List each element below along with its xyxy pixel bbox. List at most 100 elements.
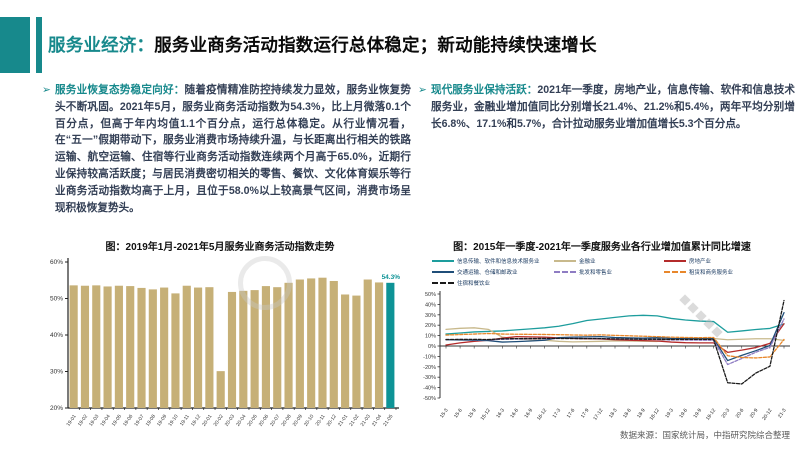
line-chart-legend: 信息传输、软件和信息技术服务业 金融业 房地产业交通运输、仓储和邮政业 批发和零售业 租… (432, 257, 790, 287)
svg-text:19-09: 19-09 (156, 414, 168, 428)
svg-text:19-03: 19-03 (88, 414, 100, 428)
svg-text:20-03: 20-03 (224, 414, 236, 428)
svg-text:19-06: 19-06 (122, 414, 134, 428)
bar-chart-canvas: 60% 50% 40% 30% 20%19-01 19-02 19-03 19-04 19-05… (50, 258, 401, 428)
logo-watermark-ring (238, 256, 292, 310)
svg-text:19-12: 19-12 (705, 408, 717, 422)
legend-line-sample (554, 271, 576, 273)
svg-text:-30%: -30% (423, 375, 436, 381)
svg-text:20-05: 20-05 (247, 414, 259, 428)
svg-text:20-12: 20-12 (326, 414, 338, 428)
page-title: 服务业经济：服务业商务活动指数运行总体稳定；新动能持续快速增长 (48, 17, 597, 73)
svg-text:19-3: 19-3 (664, 408, 675, 420)
svg-text:17-3: 17-3 (552, 408, 563, 420)
svg-text:20-12: 20-12 (761, 408, 773, 422)
page-title-prefix: 服务业经济： (48, 35, 155, 55)
svg-text:60%: 60% (50, 259, 63, 266)
svg-text:16-6: 16-6 (509, 408, 520, 420)
legend-label: 信息传输、软件和信息技术服务业 (457, 259, 540, 265)
line-chart-title: 图：2015年一季度-2021年一季度服务业各行业增加值累计同比增速 (453, 242, 751, 253)
svg-text:20-09: 20-09 (292, 414, 304, 428)
svg-text:16-9: 16-9 (523, 408, 534, 420)
svg-text:20-06: 20-06 (258, 414, 270, 428)
left-paragraph: ➢ 服务业恢复态势稳定向好：随着疫情精准防控持续发力显效，服务业恢复势头不断巩固… (42, 82, 411, 216)
svg-text:21-01: 21-01 (337, 414, 349, 428)
svg-text:15-6: 15-6 (453, 408, 464, 420)
svg-text:21-05: 21-05 (382, 414, 394, 428)
legend-item: 房地产业 (664, 257, 790, 265)
svg-text:17-6: 17-6 (566, 408, 577, 420)
svg-text:20-6: 20-6 (735, 408, 746, 420)
svg-text:21-03: 21-03 (360, 414, 372, 428)
header-accent-block (0, 17, 30, 73)
industry-growth-line-chart: 50% 40% 30% 20% 10% 0% -10% -20% -30% -40% -50% 15-… (418, 286, 795, 434)
svg-text:19-10: 19-10 (167, 414, 179, 428)
svg-text:50%: 50% (50, 296, 63, 303)
svg-text:20-3: 20-3 (721, 408, 732, 420)
svg-text:30%: 30% (425, 313, 436, 319)
legend-line-sample (432, 260, 454, 262)
legend-item: 交通运输、仓储和邮政业 (432, 268, 550, 276)
svg-text:21-04: 21-04 (371, 414, 383, 428)
svg-text:19-9: 19-9 (692, 408, 703, 420)
svg-text:19-01: 19-01 (66, 414, 78, 428)
svg-text:19-02: 19-02 (77, 414, 89, 428)
svg-text:18-6: 18-6 (622, 408, 633, 420)
svg-text:21-02: 21-02 (348, 414, 360, 428)
svg-text:20-9: 20-9 (749, 408, 760, 420)
bullet-arrow-icon: ➢ (418, 84, 427, 96)
legend-label: 租赁和商务服务业 (689, 270, 734, 276)
svg-text:16-12: 16-12 (536, 408, 548, 422)
legend-item: 租赁和商务服务业 (664, 268, 790, 276)
right-paragraph: ➢ 现代服务业保持活跃：2021年一季度，房地产业，信息传输、软件和信息技术服务… (418, 82, 795, 132)
svg-text:17-9: 17-9 (580, 408, 591, 420)
svg-text:20-02: 20-02 (213, 414, 225, 428)
svg-text:-40%: -40% (423, 386, 436, 392)
svg-text:19-6: 19-6 (678, 408, 689, 420)
legend-item: 金融业 (554, 257, 660, 265)
legend-label: 批发和零售业 (579, 270, 613, 276)
right-paragraph-body: 2021年一季度，房地产业，信息传输、软件和信息技术服务业，金融业增加值同比分别… (431, 84, 795, 130)
svg-text:18-12: 18-12 (649, 408, 661, 422)
svg-text:16-3: 16-3 (495, 408, 506, 420)
legend-item: 信息传输、软件和信息技术服务业 (432, 257, 550, 265)
svg-text:20%: 20% (425, 323, 436, 329)
business-activity-bar-chart: 60% 50% 40% 30% 20% 19-01 19-02 19-03 19-04 19-05… (30, 250, 400, 428)
bullet-arrow-icon: ➢ (42, 84, 51, 96)
line-chart-canvas: 50%40%30%20%10%0%-10%-20%-30%-40%-50%15-… (423, 291, 790, 422)
bar-chart-title: 图：2019年1月-2021年5月服务业商务活动指数走势 (105, 242, 335, 253)
svg-text:20-07: 20-07 (269, 414, 281, 428)
data-source-note: 数据来源：国家统计局，中指研究院综合整理 (619, 430, 790, 440)
legend-line-sample (432, 271, 454, 273)
diagonal-dots-watermark (679, 294, 741, 346)
legend-line-sample (432, 282, 454, 284)
svg-text:18-9: 18-9 (636, 408, 647, 420)
svg-text:19-12: 19-12 (190, 414, 202, 428)
svg-text:18-3: 18-3 (608, 408, 619, 420)
svg-text:15-3: 15-3 (439, 408, 450, 420)
svg-text:30%: 30% (50, 369, 63, 376)
right-paragraph-lead: 现代服务业保持活跃： (431, 84, 538, 96)
header-accent-bar (36, 17, 42, 73)
svg-text:15-12: 15-12 (480, 408, 492, 422)
svg-text:-20%: -20% (423, 365, 436, 371)
svg-text:-50%: -50% (423, 396, 436, 402)
svg-text:19-04: 19-04 (99, 414, 111, 428)
svg-text:40%: 40% (425, 302, 436, 308)
svg-text:19-08: 19-08 (145, 414, 157, 428)
svg-text:20-11: 20-11 (315, 414, 327, 428)
legend-line-sample (664, 260, 686, 262)
svg-text:-10%: -10% (423, 354, 436, 360)
svg-text:21-3: 21-3 (777, 408, 788, 420)
legend-label: 金融业 (579, 259, 596, 265)
legend-item: 批发和零售业 (554, 268, 660, 276)
svg-text:54.3%: 54.3% (382, 274, 401, 281)
svg-text:40%: 40% (50, 332, 63, 339)
legend-line-sample (554, 260, 576, 262)
svg-text:10%: 10% (425, 334, 436, 340)
svg-text:20-01: 20-01 (201, 414, 213, 428)
page-title-main: 服务业商务活动指数运行总体稳定；新动能持续快速增长 (154, 35, 597, 55)
legend-label: 交通运输、仓储和邮政业 (457, 270, 518, 276)
svg-text:17-12: 17-12 (592, 408, 604, 422)
